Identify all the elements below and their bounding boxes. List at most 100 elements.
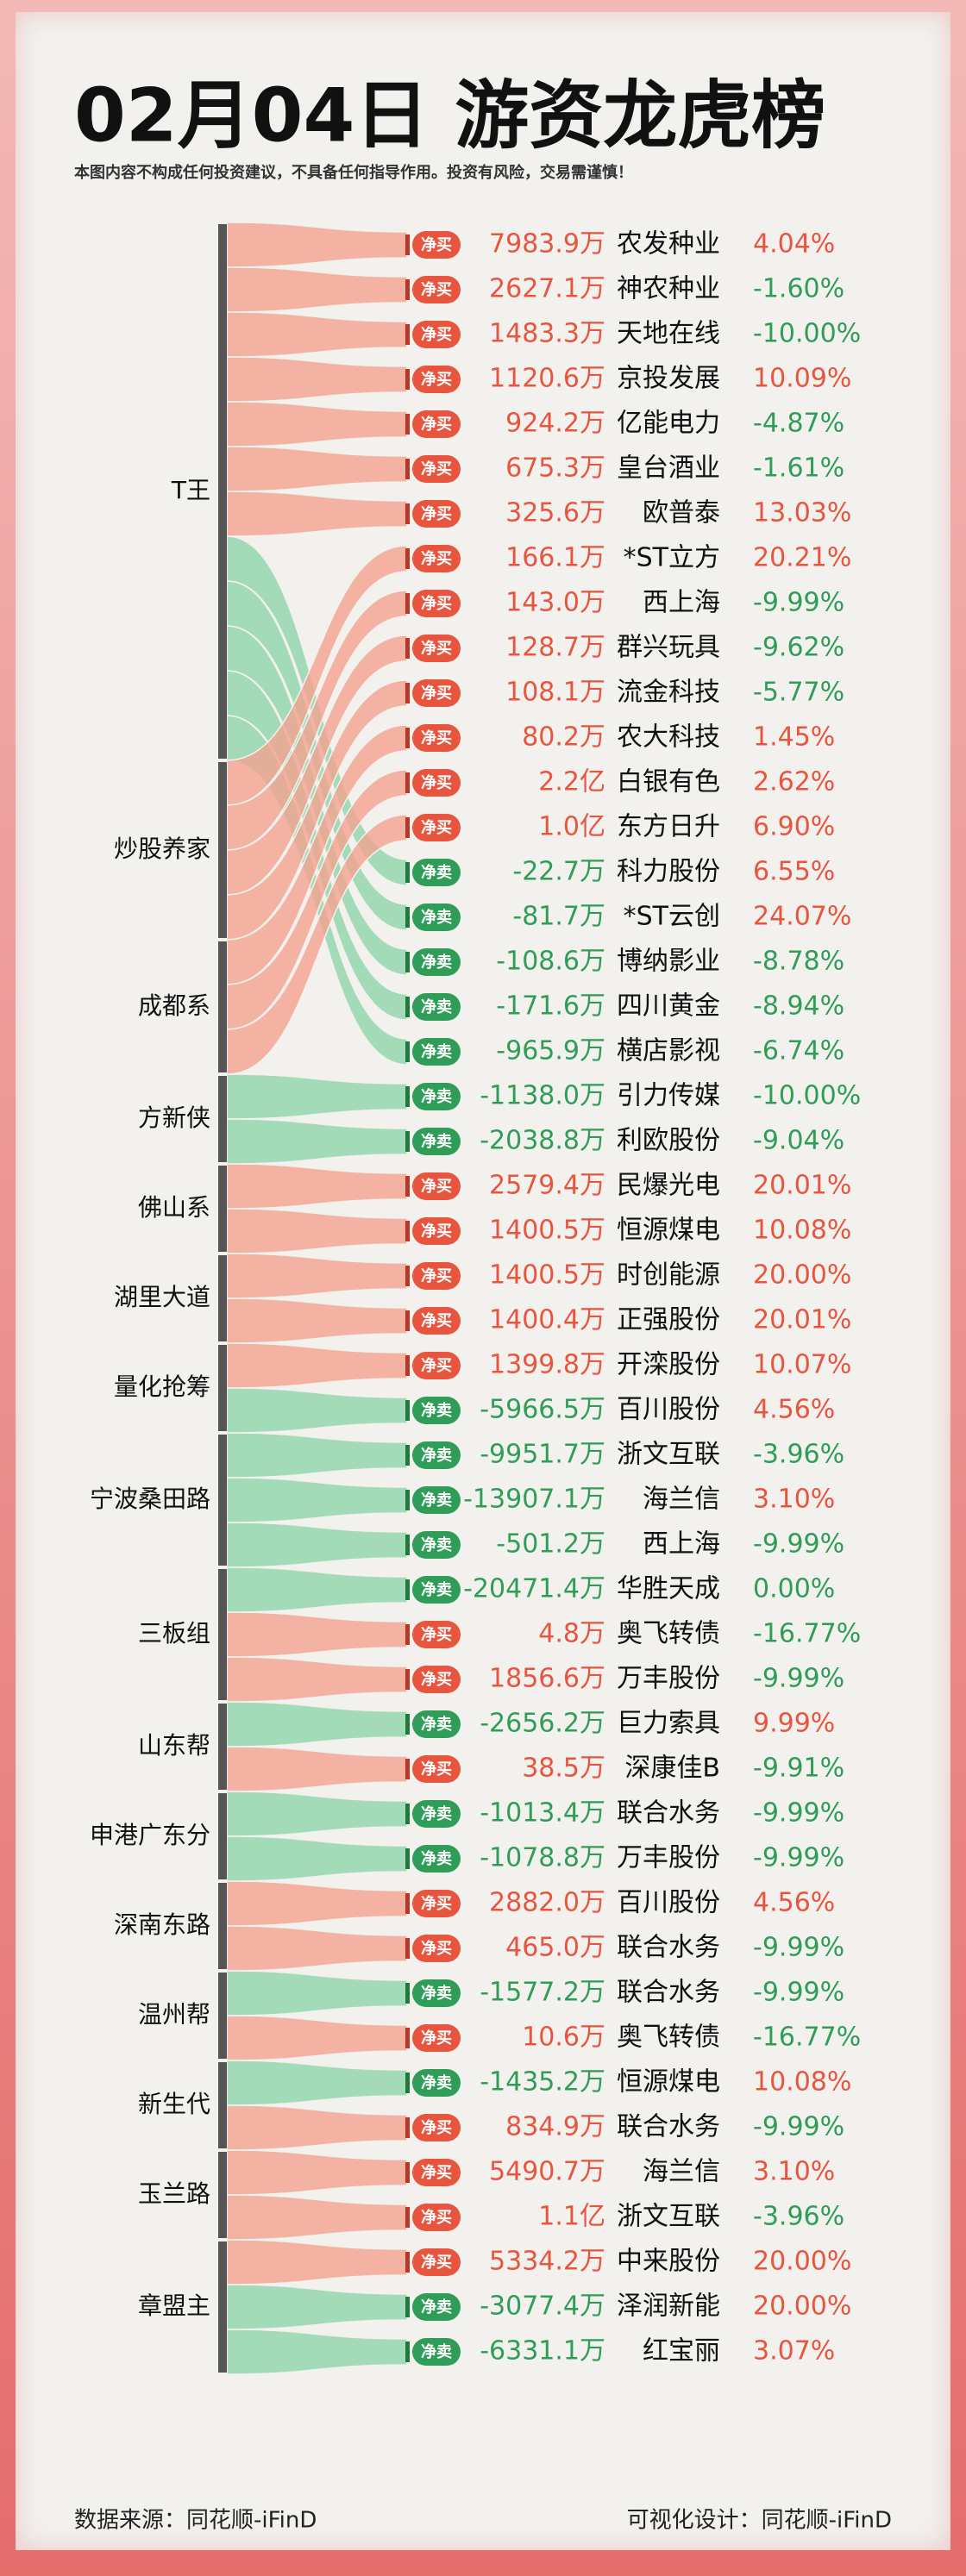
badge-tick xyxy=(405,2342,410,2362)
badge xyxy=(412,2069,461,2097)
badge-tick xyxy=(405,1310,410,1331)
group-label: 成都系 xyxy=(138,991,210,1020)
amount: 1400.5万 xyxy=(489,1216,605,1246)
badge-label: 净买 xyxy=(421,2253,452,2272)
flow xyxy=(226,1208,408,1254)
stock-name: 浙文互联 xyxy=(617,2202,720,2232)
badge xyxy=(412,814,461,841)
badge-label: 净买 xyxy=(421,728,452,747)
flow xyxy=(226,590,408,851)
badge-label: 净买 xyxy=(421,235,452,254)
badge-tick xyxy=(405,1938,410,1959)
badge-tick xyxy=(405,907,410,928)
stock-name: 巨力索具 xyxy=(617,1709,720,1739)
badge-tick xyxy=(405,817,410,838)
change: 20.00% xyxy=(753,2292,851,2322)
badge xyxy=(412,993,461,1021)
stock-name: 群兴玩具 xyxy=(617,633,720,663)
badge-label: 净买 xyxy=(421,2029,452,2048)
stock-name: 奥飞转债 xyxy=(617,2023,720,2053)
badge xyxy=(412,2114,461,2141)
title: 02月04日 游资龙虎榜 xyxy=(74,72,825,159)
amount: -171.6万 xyxy=(496,991,605,1022)
badge-label: 净买 xyxy=(421,639,452,658)
badge-tick xyxy=(405,2252,410,2273)
badge-tick xyxy=(405,638,410,659)
flow xyxy=(226,724,408,985)
stock-name: 红宝丽 xyxy=(643,2336,720,2367)
badge-label: 净买 xyxy=(421,504,452,523)
flow xyxy=(226,222,408,268)
badge xyxy=(412,276,461,303)
badge-tick xyxy=(405,1041,410,1062)
badge-label: 净买 xyxy=(421,1311,452,1330)
change: -1.61% xyxy=(753,453,844,484)
change: 10.08% xyxy=(753,1216,851,1246)
badge xyxy=(412,366,461,393)
stock-name: 利欧股份 xyxy=(617,1126,720,1156)
badge xyxy=(412,1441,461,1469)
amount: 2882.0万 xyxy=(489,1888,605,1918)
badge xyxy=(412,769,461,797)
amount: 38.5万 xyxy=(522,1754,605,1784)
change: 20.00% xyxy=(753,1260,851,1291)
group-bar xyxy=(218,1076,227,1162)
group-bar xyxy=(218,1435,227,1566)
group-bar xyxy=(218,2152,227,2238)
amount: 1399.8万 xyxy=(489,1350,605,1380)
flow xyxy=(226,401,408,447)
flow xyxy=(226,769,408,1030)
badge-label: 净买 xyxy=(421,549,452,568)
badge-label: 净买 xyxy=(421,1625,452,1644)
badge-tick xyxy=(405,279,410,300)
stock-name: 恒源煤电 xyxy=(617,1216,720,1246)
amount: 7983.9万 xyxy=(489,229,605,259)
flow xyxy=(226,1073,408,1120)
change: 24.07% xyxy=(753,902,851,932)
badge xyxy=(412,2248,461,2276)
stock-name: 百川股份 xyxy=(617,1888,720,1918)
amount: 80.2万 xyxy=(522,722,605,753)
group-bar xyxy=(218,1704,227,1790)
change: -3.96% xyxy=(753,2202,844,2232)
change: 20.21% xyxy=(753,543,851,573)
badge-label: 净卖 xyxy=(421,953,452,972)
badge-tick xyxy=(405,1355,410,1376)
badge-tick xyxy=(405,414,410,435)
badge-label: 净买 xyxy=(421,2208,452,2227)
flow xyxy=(226,1432,408,1479)
amount: -2038.8万 xyxy=(480,1126,605,1156)
badge-tick xyxy=(405,1848,410,1869)
stock-name: 万丰股份 xyxy=(617,1664,720,1694)
badge xyxy=(412,1128,461,1155)
group-label: 申港广东分 xyxy=(90,1821,210,1849)
amount: 1856.6万 xyxy=(489,1664,605,1694)
amount: -2656.2万 xyxy=(480,1709,605,1739)
group-bar xyxy=(218,1345,227,1431)
badge xyxy=(412,410,461,438)
badge-tick xyxy=(405,459,410,479)
group-label: 新生代 xyxy=(138,2090,210,2118)
amount: -965.9万 xyxy=(496,1036,605,1066)
badge-tick xyxy=(405,2073,410,2093)
flow xyxy=(226,266,408,313)
stock-name: 农发种业 xyxy=(617,229,720,259)
change: -10.00% xyxy=(753,319,861,349)
flow xyxy=(226,1118,408,1165)
stock-name: 流金科技 xyxy=(617,678,720,708)
badge-label: 净卖 xyxy=(421,2298,452,2317)
amount: -5966.5万 xyxy=(480,1395,605,1425)
badge-label: 净买 xyxy=(421,594,452,613)
badge-tick xyxy=(405,593,410,614)
amount: 1120.6万 xyxy=(489,364,605,394)
change: -9.99% xyxy=(753,2112,844,2142)
badge-label: 净卖 xyxy=(421,997,452,1016)
flow xyxy=(226,1342,408,1389)
badge-label: 净买 xyxy=(421,1222,452,1241)
badge-tick xyxy=(405,234,410,255)
badge-label: 净买 xyxy=(421,2118,452,2137)
badge xyxy=(412,1935,461,1962)
group-label: 炒股养家 xyxy=(114,835,210,863)
change: 3.07% xyxy=(753,2336,835,2367)
